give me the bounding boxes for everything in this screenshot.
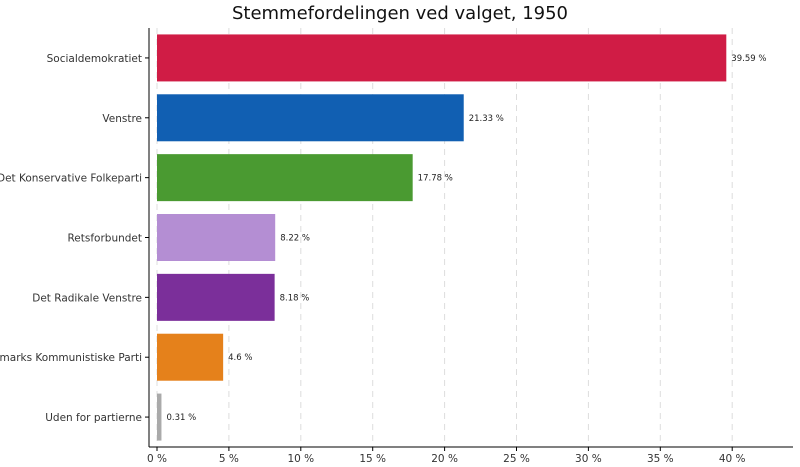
data-labels: 39.59 % 21.33 % 17.78 % 8.22 % 8.18 % 4.6 % 0.… (166, 54, 766, 423)
bar (157, 34, 727, 82)
bar (157, 333, 224, 381)
bars (157, 34, 727, 441)
category-labels: Socialdemokratiet Venstre Det Konservative… (0, 53, 142, 424)
category-label: Venstre (102, 113, 142, 125)
bar (157, 94, 464, 142)
bar (157, 273, 275, 321)
bar (157, 154, 413, 202)
bar (157, 393, 162, 441)
category-label: Retsforbundet (67, 233, 142, 245)
category-label: Det Konservative Folkeparti (0, 173, 142, 185)
chart-title: Stemmefordelingen ved valget, 1950 (232, 3, 568, 24)
category-label: Det Radikale Venstre (32, 292, 142, 304)
x-tick-label: 20 % (431, 453, 458, 465)
x-tick-label: 30 % (575, 453, 602, 465)
x-axis-ticks: 0 % 5 % 10 % 15 % 20 % 25 % 30 % 35 % 40 % (145, 57, 746, 465)
data-label: 4.6 % (228, 353, 252, 363)
data-label: 21.33 % (469, 114, 504, 124)
category-label: Danmarks Kommunistiske Parti (0, 352, 142, 364)
x-tick-label: 0 % (147, 453, 167, 465)
data-label: 17.78 % (418, 174, 453, 184)
x-tick-label: 40 % (719, 453, 746, 465)
data-label: 8.18 % (280, 293, 310, 303)
data-label: 0.31 % (166, 413, 196, 423)
category-label: Uden for partierne (45, 412, 142, 424)
x-tick-label: 15 % (359, 453, 386, 465)
x-tick-label: 35 % (647, 453, 674, 465)
category-label: Socialdemokratiet (47, 53, 142, 65)
bar (157, 214, 276, 261)
x-tick-label: 25 % (503, 453, 530, 465)
data-label: 8.22 % (280, 234, 310, 244)
data-label: 39.59 % (731, 54, 766, 64)
x-tick-label: 10 % (287, 453, 314, 465)
x-tick-label: 5 % (219, 453, 239, 465)
